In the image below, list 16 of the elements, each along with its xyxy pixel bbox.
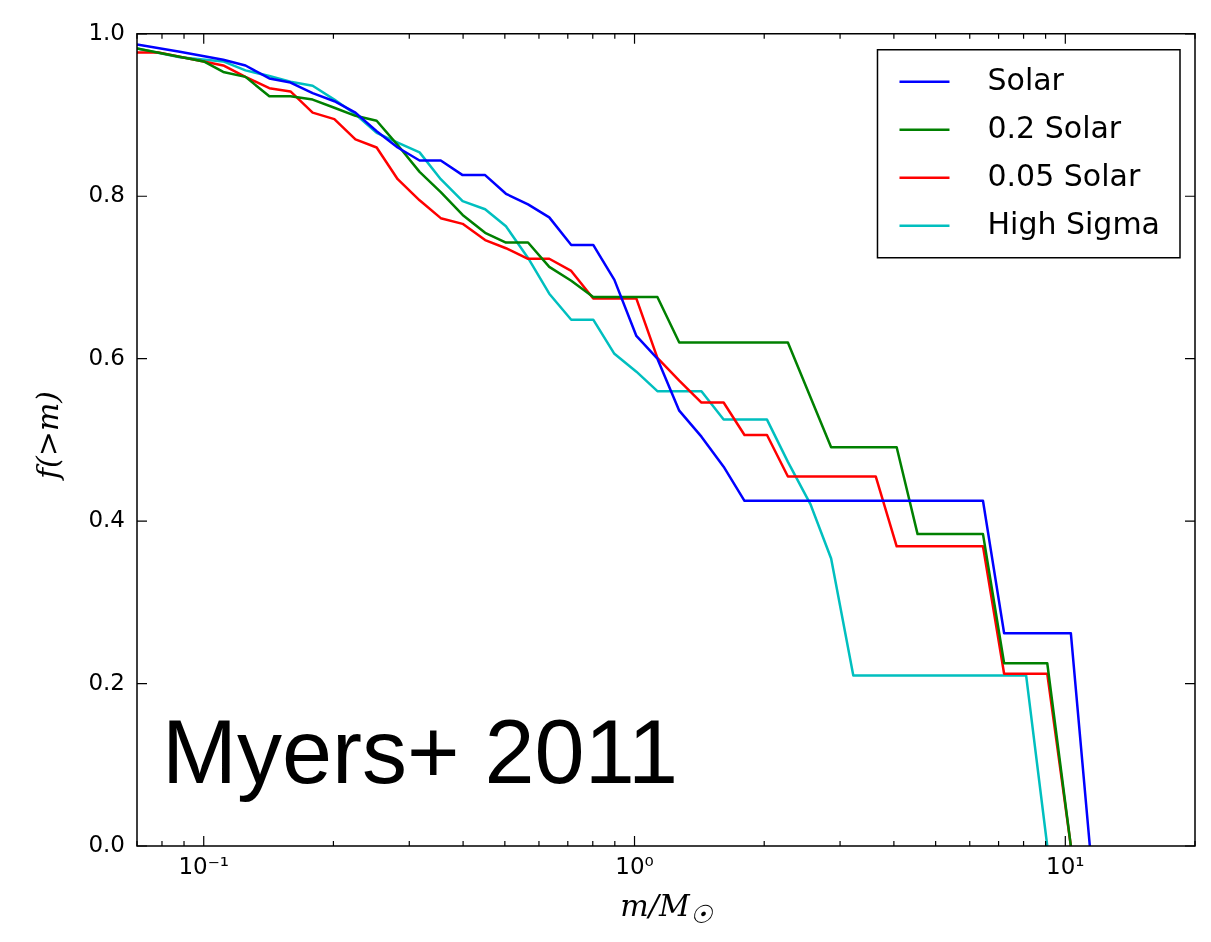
y-tick-label: 0.0 <box>88 830 125 857</box>
x-axis-title: m/M$_{☉}$ <box>619 888 714 929</box>
y-tick-label: 0.4 <box>88 506 125 533</box>
y-tick-label: 0.2 <box>88 668 125 695</box>
annotation: Myers+ 2011 <box>162 702 679 802</box>
legend-label: 0.2 Solar <box>987 109 1122 145</box>
x-tick-label: 10⁻¹ <box>178 852 230 879</box>
legend-label: Solar <box>987 61 1065 97</box>
y-axis-title: f(>m) <box>29 389 66 483</box>
y-tick-label: 1.0 <box>88 18 125 45</box>
legend-label: 0.05 Solar <box>987 157 1141 193</box>
x-tick-label: 10¹ <box>1046 852 1085 879</box>
legend-label: High Sigma <box>987 205 1160 241</box>
x-tick-label: 10⁰ <box>615 852 654 879</box>
y-tick-label: 0.6 <box>88 343 125 370</box>
y-tick-label: 0.8 <box>88 181 125 208</box>
